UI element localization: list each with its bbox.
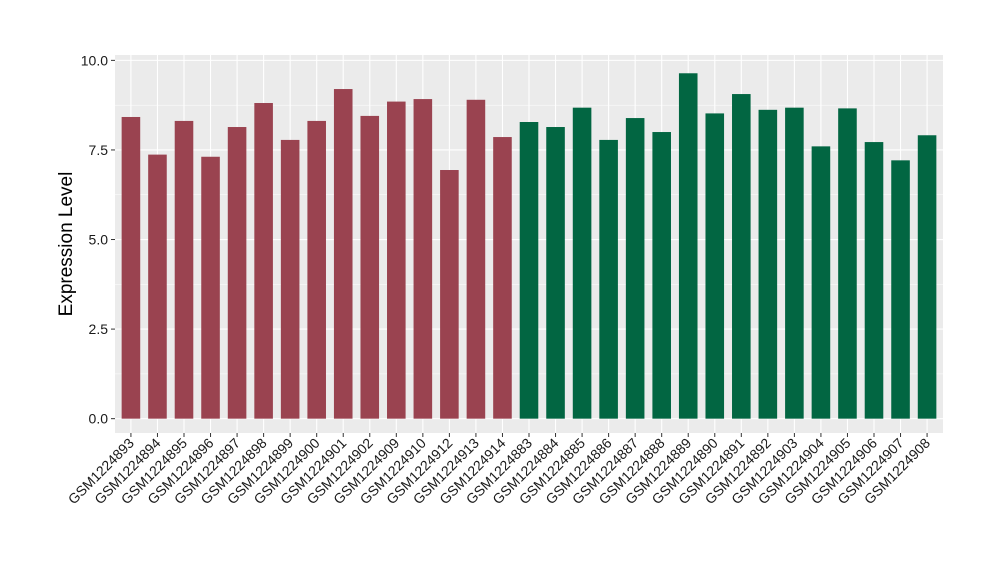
bar — [174, 120, 194, 419]
y-tick-label: 0.0 — [89, 411, 109, 427]
bar — [758, 109, 778, 419]
bar — [678, 73, 698, 419]
bar — [466, 99, 486, 419]
bar — [254, 103, 273, 419]
bar — [148, 154, 167, 419]
bar — [546, 127, 565, 419]
bar — [705, 113, 725, 419]
bar — [440, 170, 459, 419]
bar — [493, 137, 512, 419]
bar — [387, 101, 406, 419]
bar — [227, 127, 247, 419]
bar — [891, 160, 910, 419]
bar — [917, 135, 937, 419]
bar — [785, 107, 804, 419]
bar — [572, 107, 592, 419]
x-axis: GSM1224893GSM1224894GSM1224895GSM1224896… — [65, 433, 933, 507]
bar — [280, 139, 300, 419]
y-axis: 0.0 2.5 5.0 7.5 10.0 — [81, 52, 115, 427]
bar — [121, 116, 141, 419]
bar — [652, 132, 671, 419]
bar — [625, 118, 645, 419]
bar — [811, 146, 831, 419]
bar — [201, 156, 220, 419]
y-axis-title: Expression Level — [56, 172, 77, 317]
bar — [307, 120, 326, 419]
bars — [121, 73, 937, 419]
y-tick-label: 7.5 — [89, 142, 109, 158]
bar — [732, 94, 751, 419]
y-tick-label: 2.5 — [89, 321, 109, 337]
bar — [360, 115, 380, 419]
bar — [413, 99, 433, 419]
bar — [333, 89, 353, 419]
bar — [599, 139, 618, 419]
bar — [519, 122, 539, 419]
y-tick-label: 5.0 — [89, 232, 109, 248]
bar — [864, 142, 884, 419]
y-tick-label: 10.0 — [81, 52, 108, 68]
bar — [838, 108, 857, 419]
